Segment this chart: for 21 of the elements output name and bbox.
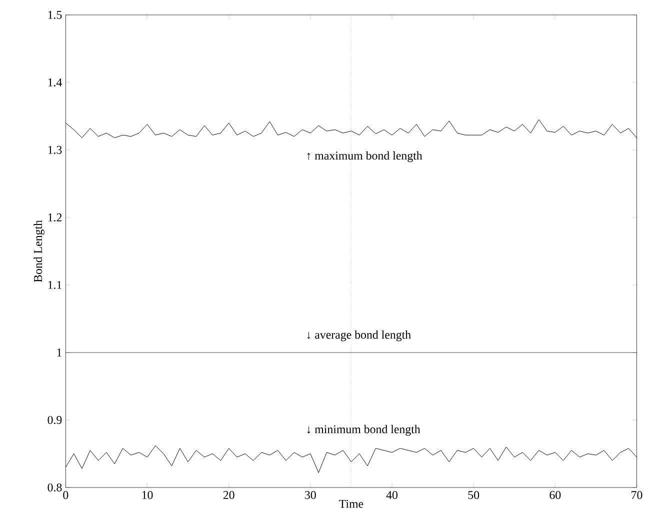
y-axis-title: Bond Length <box>34 220 44 282</box>
x-axis-title: Time <box>339 500 364 508</box>
x-tick-label: 30 <box>305 490 316 499</box>
annotation: ↓ average bond length <box>307 330 411 342</box>
y-tick-label: 0.8 <box>48 483 62 492</box>
x-tick-label: 20 <box>223 490 234 499</box>
y-tick-label: 1.2 <box>48 213 62 222</box>
y-tick-label: 1.3 <box>48 146 62 154</box>
x-tick-label: 40 <box>386 490 398 499</box>
x-tick-label: 50 <box>468 490 480 499</box>
x-tick-label: 70 <box>632 490 642 499</box>
y-tick-label: 1.1 <box>48 280 62 289</box>
x-tick-label: 60 <box>550 490 561 499</box>
x-tick-label: 10 <box>142 490 153 499</box>
annotation: ↓ minimum bond length <box>307 424 420 436</box>
y-tick-label: 1 <box>57 348 62 356</box>
y-tick-label: 1.4 <box>48 78 62 86</box>
y-tick-label: 1.5 <box>48 10 62 19</box>
y-tick-label: 0.9 <box>48 416 62 424</box>
x-tick-label: 0 <box>63 490 68 499</box>
annotation: ↑ maximum bond length <box>307 151 422 162</box>
